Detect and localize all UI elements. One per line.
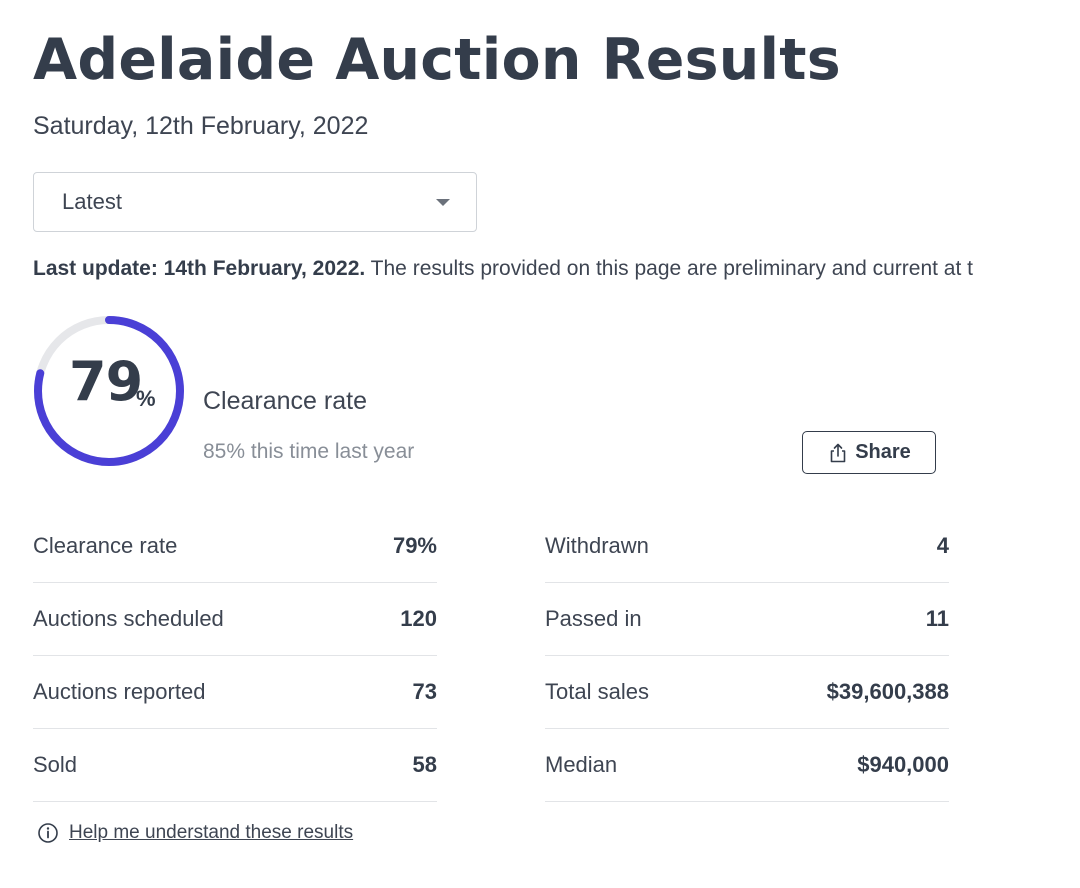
stat-value: 120 xyxy=(400,606,437,631)
clearance-rate-label: Clearance rate xyxy=(203,387,367,415)
stat-label: Clearance rate xyxy=(33,533,178,558)
stat-value: 4 xyxy=(936,533,949,558)
clearance-rate-ring xyxy=(34,316,184,466)
stat-label: Passed in xyxy=(545,606,642,631)
last-year-comparison: 85% this time last year xyxy=(203,440,415,463)
share-button[interactable]: Share xyxy=(802,431,936,474)
stat-row: Median $940,000 xyxy=(545,729,949,802)
stat-row: Total sales $39,600,388 xyxy=(545,656,949,729)
stat-value: 79% xyxy=(392,533,437,558)
stat-value: $940,000 xyxy=(857,752,949,777)
stats-left-column: Clearance rate 79% Auctions scheduled 12… xyxy=(33,510,437,802)
stat-row: Withdrawn 4 xyxy=(545,510,949,583)
date-select[interactable]: Latest xyxy=(33,172,477,232)
stat-label: Sold xyxy=(33,752,78,777)
auction-date: Saturday, 12th February, 2022 xyxy=(33,112,369,140)
last-update-label: Last update: 14th February, 2022. xyxy=(33,257,366,280)
share-label: Share xyxy=(855,441,911,463)
ring-progress xyxy=(34,316,184,466)
info-icon xyxy=(38,823,58,843)
stat-row: Clearance rate 79% xyxy=(33,510,437,583)
last-update-notice: Last update: 14th February, 2022. The re… xyxy=(33,257,1080,281)
stat-label: Auctions scheduled xyxy=(33,606,224,631)
date-select-value: Latest xyxy=(62,189,122,214)
share-icon xyxy=(830,443,846,462)
page-title: Adelaide Auction Results xyxy=(33,27,841,93)
stat-label: Withdrawn xyxy=(545,533,649,558)
stat-label: Auctions reported xyxy=(33,679,206,704)
stat-label: Total sales xyxy=(545,679,649,704)
stat-row: Auctions scheduled 120 xyxy=(33,583,437,656)
stat-row: Auctions reported 73 xyxy=(33,656,437,729)
help-link-text[interactable]: Help me understand these results xyxy=(69,822,354,843)
chevron-down-icon xyxy=(436,198,450,206)
stat-value: $39,600,388 xyxy=(826,679,949,704)
stat-value: 11 xyxy=(925,606,949,631)
last-update-text: The results provided on this page are pr… xyxy=(365,257,973,280)
stat-value: 58 xyxy=(412,752,437,777)
stat-value: 73 xyxy=(412,679,437,704)
stat-row: Sold 58 xyxy=(33,729,437,802)
clearance-rate-unit: % xyxy=(136,386,156,411)
stat-label: Median xyxy=(545,752,618,777)
help-link[interactable]: Help me understand these results xyxy=(37,822,353,844)
stat-row: Passed in 11 xyxy=(545,583,949,656)
stats-right-column: Withdrawn 4 Passed in 11 Total sales $39… xyxy=(545,510,949,802)
clearance-rate-value: 79 xyxy=(69,350,143,413)
